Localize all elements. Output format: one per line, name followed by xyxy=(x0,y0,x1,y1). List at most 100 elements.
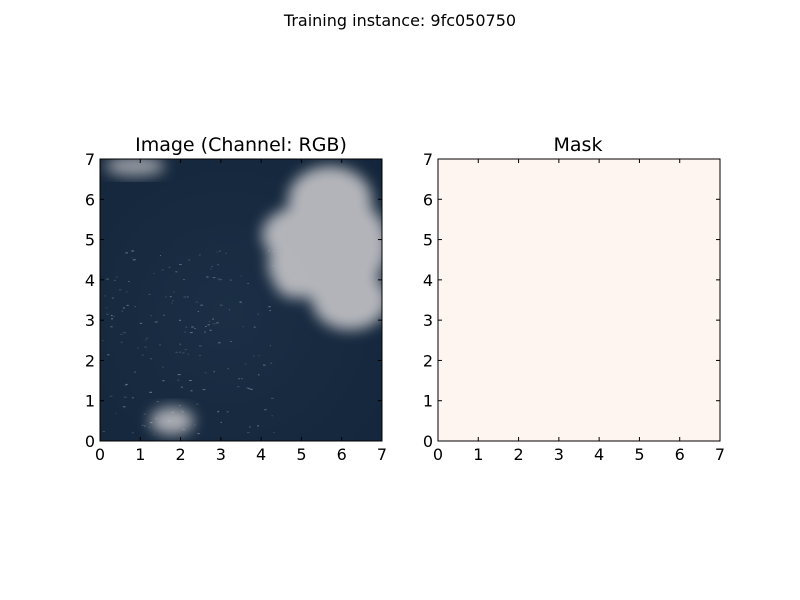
glint-speckle xyxy=(162,269,164,270)
glint-speckle xyxy=(178,374,181,375)
glint-speckle xyxy=(212,319,214,320)
glint-speckle xyxy=(189,380,192,381)
glint-speckle xyxy=(259,355,260,356)
glint-speckle xyxy=(245,364,247,365)
glint-speckle xyxy=(270,363,272,364)
y-tick-label: 2 xyxy=(423,351,433,370)
glint-speckle xyxy=(247,283,249,284)
glint-speckle xyxy=(239,378,240,379)
glint-speckle xyxy=(208,324,211,325)
glint-speckle xyxy=(196,404,199,405)
glint-speckle xyxy=(128,281,130,282)
glint-speckle xyxy=(180,344,181,345)
image-y-tick-labels: 01234567 xyxy=(85,150,95,451)
x-tick-label: 2 xyxy=(175,445,185,464)
glint-speckle xyxy=(155,322,158,323)
y-tick-label: 1 xyxy=(423,392,433,411)
glint-speckle xyxy=(181,387,183,388)
glint-speckle xyxy=(258,374,260,375)
glint-speckle xyxy=(230,341,232,342)
glint-speckle xyxy=(134,372,136,373)
glint-speckle xyxy=(194,328,195,329)
mask-panel-title: Mask xyxy=(554,134,603,156)
glint-speckle xyxy=(210,268,211,269)
glint-speckle xyxy=(123,406,126,407)
y-tick-label: 6 xyxy=(423,190,433,209)
glint-speckle xyxy=(271,415,273,416)
x-tick-label: 3 xyxy=(554,445,564,464)
glint-speckle xyxy=(220,305,223,306)
glint-speckle xyxy=(213,277,216,278)
glint-speckle xyxy=(165,296,167,297)
glint-speckle xyxy=(111,318,113,319)
glint-speckle xyxy=(145,339,146,340)
glint-speckle xyxy=(120,334,123,335)
glint-speckle xyxy=(149,427,150,428)
glint-speckle xyxy=(102,340,104,341)
y-tick-label: 4 xyxy=(85,271,95,290)
glint-speckle xyxy=(189,260,191,261)
glint-speckle xyxy=(162,380,164,381)
x-tick-label: 7 xyxy=(715,445,725,464)
x-tick-label: 0 xyxy=(433,445,443,464)
glint-speckle xyxy=(203,389,206,390)
glint-speckle xyxy=(104,295,105,296)
glint-speckle xyxy=(137,348,139,349)
glint-speckle xyxy=(205,372,207,373)
glint-speckle xyxy=(227,411,229,412)
glint-speckle xyxy=(107,354,109,355)
glint-speckle xyxy=(182,352,185,353)
mask-panel: Mask 0 1 2 3 4 5 6 7 0 1 2 3 4 5 6 7 xyxy=(423,134,725,464)
glint-speckle xyxy=(214,371,215,372)
glint-speckle xyxy=(217,251,218,252)
glint-speckle xyxy=(105,307,107,308)
x-tick-label: 1 xyxy=(135,445,145,464)
glint-speckle xyxy=(144,414,146,415)
glint-speckle xyxy=(113,316,115,317)
glint-speckle xyxy=(183,279,185,280)
glint-speckle xyxy=(196,302,198,303)
y-tick-label: 2 xyxy=(85,351,95,370)
glint-speckle xyxy=(241,378,242,379)
glint-speckle xyxy=(175,352,177,353)
glint-speckle xyxy=(125,252,128,253)
glint-speckle xyxy=(225,253,226,254)
glint-speckle xyxy=(114,280,115,281)
glint-speckle xyxy=(273,432,275,433)
glint-speckle xyxy=(110,326,112,327)
glint-speckle xyxy=(263,365,266,366)
glint-speckle xyxy=(217,412,218,413)
glint-speckle xyxy=(132,257,133,258)
glint-speckle xyxy=(213,323,216,324)
mask-y-tick-labels: 01234567 xyxy=(423,150,433,451)
glint-speckle xyxy=(199,355,200,356)
glint-speckle xyxy=(249,427,251,428)
glint-speckle xyxy=(186,327,187,328)
glint-speckle xyxy=(180,352,181,353)
glint-speckle xyxy=(190,332,193,333)
glint-speckle xyxy=(229,309,230,310)
glint-speckle xyxy=(240,275,241,276)
glint-speckle xyxy=(172,303,173,304)
glint-speckle xyxy=(153,273,154,274)
satellite-image xyxy=(100,156,388,441)
y-tick-label: 1 xyxy=(85,392,95,411)
glint-speckle xyxy=(133,259,136,260)
glint-speckle xyxy=(228,368,230,369)
y-tick-label: 7 xyxy=(85,150,95,169)
glint-speckle xyxy=(179,264,182,265)
glint-speckle xyxy=(247,432,250,433)
image-panel: Image (Channel: RGB) xyxy=(85,134,388,464)
glint-speckle xyxy=(177,380,180,381)
x-tick-label: 1 xyxy=(473,445,483,464)
cloud-small-bottom xyxy=(150,407,194,435)
glint-speckle xyxy=(106,279,108,280)
glint-speckle xyxy=(220,279,222,280)
glint-speckle xyxy=(123,332,126,333)
mask-heatmap xyxy=(438,159,720,441)
glint-speckle xyxy=(211,266,213,267)
glint-speckle xyxy=(148,294,151,295)
glint-speckle xyxy=(221,422,222,423)
glint-speckle xyxy=(198,311,199,312)
